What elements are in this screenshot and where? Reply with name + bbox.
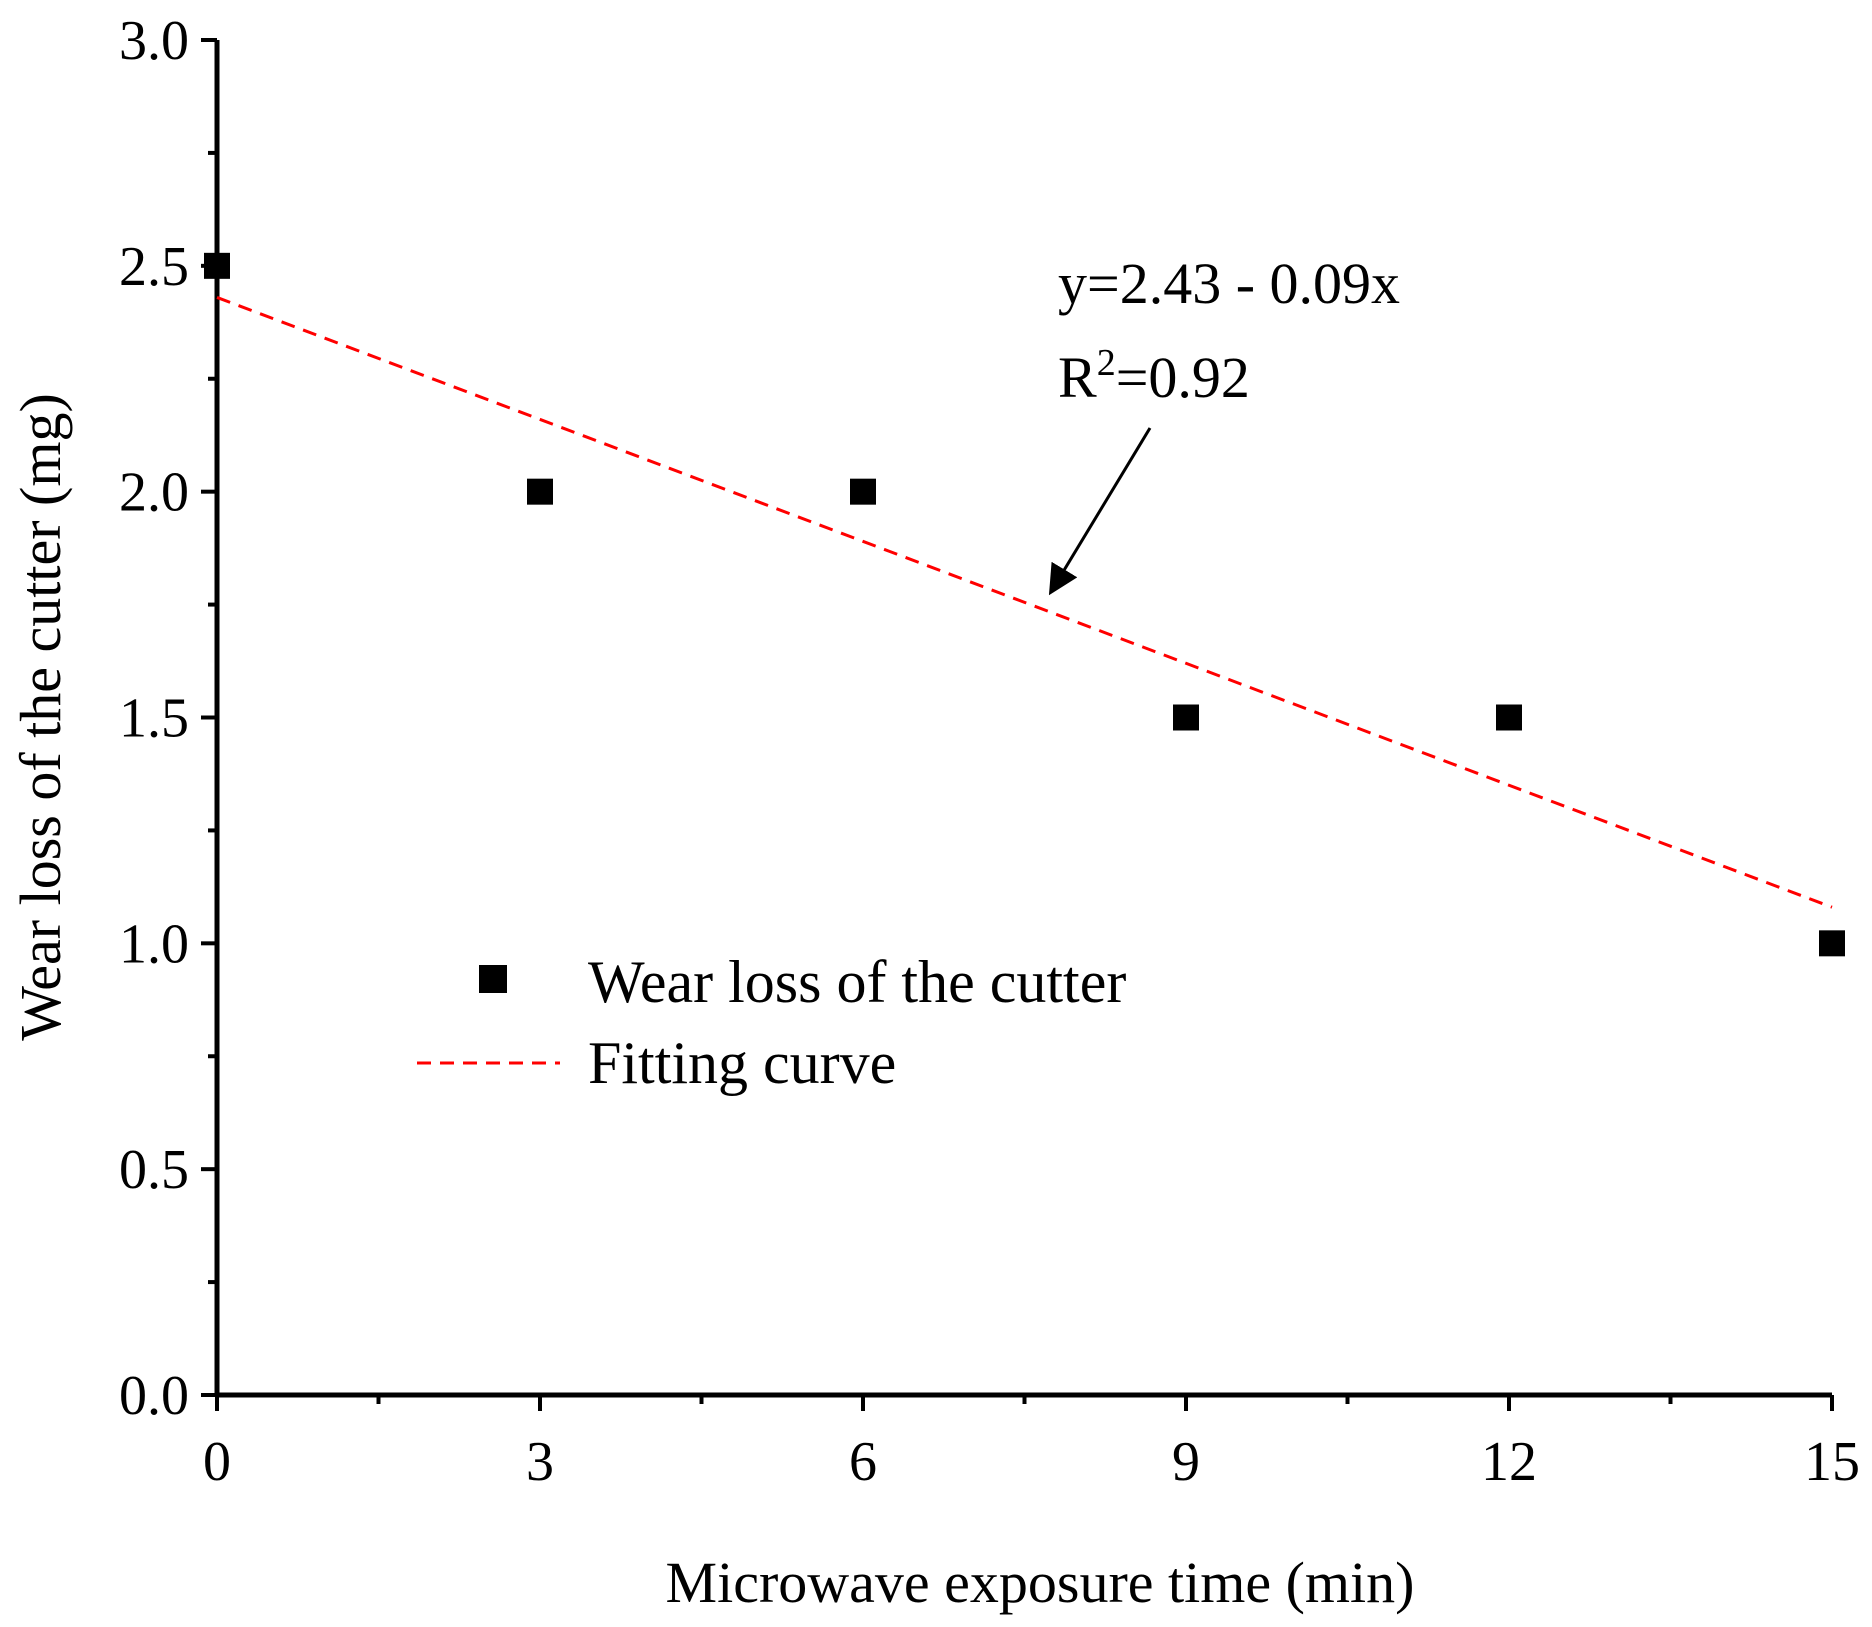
fitting-curve-line xyxy=(216,296,1833,909)
legend-square-marker xyxy=(479,965,507,993)
y-tick-labels: 0.0 0.5 1.0 1.5 2.0 2.5 3.0 xyxy=(119,10,189,1427)
data-point xyxy=(850,478,876,505)
y-axis-title: Wear loss of the cutter (mg) xyxy=(8,393,73,1041)
r-squared-value: =0.92 xyxy=(1116,345,1250,410)
y-tick-label: 0.0 xyxy=(119,1365,189,1427)
r-squared-prefix: R xyxy=(1058,345,1097,410)
y-axis-ticks xyxy=(201,38,217,1397)
r-squared-label: R2=0.92 xyxy=(1058,342,1250,410)
data-point xyxy=(527,478,553,505)
data-points xyxy=(204,252,1845,957)
x-tick-labels: 0 3 6 9 12 15 xyxy=(203,1431,1860,1493)
x-axis-title: Microwave exposure time (min) xyxy=(666,1550,1415,1615)
x-tick-label: 0 xyxy=(203,1431,231,1493)
y-tick-label: 1.0 xyxy=(119,913,189,975)
data-point xyxy=(1496,704,1522,731)
legend-label-points: Wear loss of the cutter xyxy=(588,949,1126,1015)
data-point xyxy=(204,252,230,279)
x-tick-label: 9 xyxy=(1172,1431,1200,1493)
annotation-arrow xyxy=(1048,427,1152,596)
fit-equation-label: y=2.43 - 0.09x xyxy=(1058,251,1400,316)
legend: Wear loss of the cutter Fitting curve xyxy=(417,949,1126,1096)
y-tick-label: 2.5 xyxy=(119,236,189,298)
y-tick-label: 1.5 xyxy=(119,688,189,750)
x-tick-label: 3 xyxy=(526,1431,554,1493)
r-squared-superscript: 2 xyxy=(1097,342,1116,384)
x-tick-label: 6 xyxy=(849,1431,877,1493)
y-tick-label: 2.0 xyxy=(119,462,189,524)
x-tick-label: 15 xyxy=(1804,1431,1860,1493)
data-point xyxy=(1819,930,1845,957)
x-tick-label: 12 xyxy=(1481,1431,1537,1493)
y-tick-label: 3.0 xyxy=(119,10,189,72)
data-point xyxy=(1173,704,1199,731)
x-axis-ticks xyxy=(215,1395,1834,1411)
y-tick-label: 0.5 xyxy=(119,1139,189,1201)
legend-label-fit: Fitting curve xyxy=(588,1030,896,1096)
